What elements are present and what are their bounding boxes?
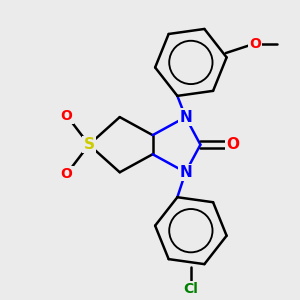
- Text: N: N: [179, 110, 192, 124]
- Text: S: S: [83, 137, 94, 152]
- Text: O: O: [226, 137, 239, 152]
- Text: Cl: Cl: [183, 282, 198, 296]
- Text: O: O: [61, 109, 73, 122]
- Text: O: O: [249, 37, 261, 50]
- Text: N: N: [179, 165, 192, 180]
- Text: O: O: [61, 167, 73, 181]
